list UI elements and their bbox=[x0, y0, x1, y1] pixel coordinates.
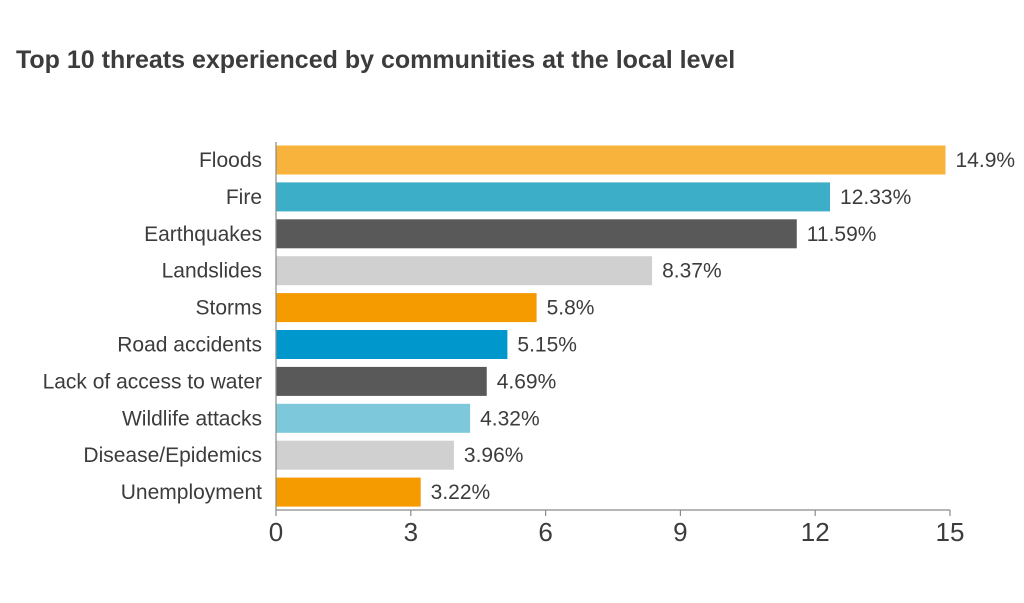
bar bbox=[276, 219, 797, 249]
x-tick-label: 9 bbox=[673, 517, 687, 547]
category-label: Lack of access to water bbox=[43, 370, 262, 393]
bar bbox=[276, 256, 653, 286]
category-label: Landslides bbox=[162, 260, 262, 283]
value-label: 14.9% bbox=[956, 149, 1016, 172]
value-label: 3.96% bbox=[464, 444, 524, 467]
category-label: Unemployment bbox=[121, 481, 262, 504]
value-label: 5.15% bbox=[517, 334, 577, 357]
x-tick-label: 6 bbox=[538, 517, 552, 547]
bar bbox=[276, 330, 508, 359]
x-tick-label: 12 bbox=[801, 517, 830, 547]
value-label: 3.22% bbox=[431, 481, 491, 504]
category-label: Wildlife attacks bbox=[122, 407, 262, 430]
bar bbox=[276, 440, 454, 470]
value-label: 4.69% bbox=[497, 370, 557, 393]
x-tick-label: 0 bbox=[269, 517, 283, 547]
value-label: 4.32% bbox=[480, 407, 540, 430]
category-label: Storms bbox=[195, 297, 262, 320]
bar bbox=[276, 182, 831, 212]
bar bbox=[276, 477, 421, 507]
value-label: 5.8% bbox=[547, 297, 595, 320]
value-label: 8.37% bbox=[662, 260, 722, 283]
bar bbox=[276, 366, 487, 396]
category-label: Disease/Epidemics bbox=[83, 444, 262, 467]
x-tick-label: 3 bbox=[404, 517, 418, 547]
category-label: Earthquakes bbox=[144, 223, 262, 246]
bar bbox=[276, 403, 471, 433]
chart-title: Top 10 threats experienced by communitie… bbox=[16, 46, 736, 74]
category-label: Road accidents bbox=[117, 334, 262, 357]
category-label: Floods bbox=[199, 149, 262, 172]
category-label: Fire bbox=[226, 186, 262, 209]
bar bbox=[276, 145, 946, 175]
x-tick-label: 15 bbox=[936, 517, 965, 547]
value-label: 11.59% bbox=[807, 223, 877, 246]
value-label: 12.33% bbox=[840, 186, 911, 209]
bar bbox=[276, 293, 537, 323]
